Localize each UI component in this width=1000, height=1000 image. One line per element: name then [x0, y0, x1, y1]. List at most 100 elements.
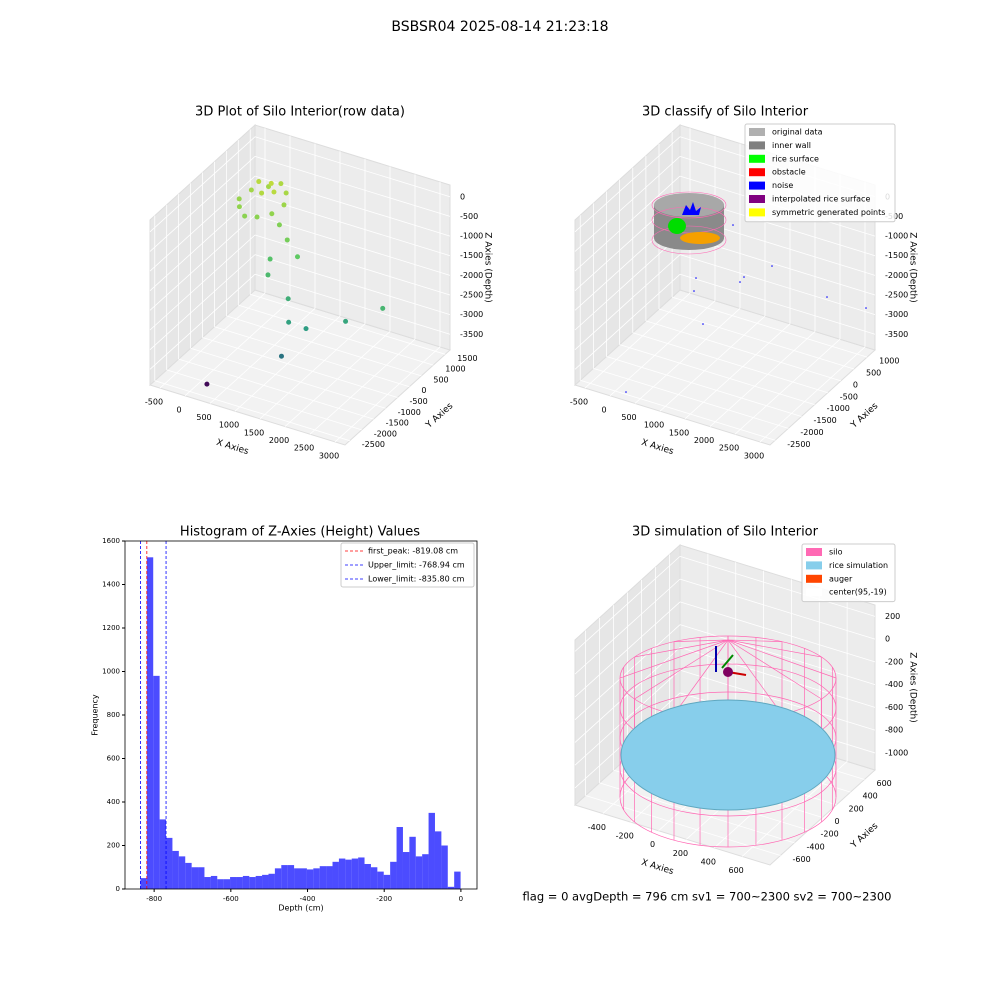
histogram-bar	[287, 865, 295, 889]
y-tick-label: -2000	[800, 428, 823, 437]
z-tick-label: -1500	[460, 251, 483, 260]
y-tick-label: -600	[793, 855, 811, 864]
x-tick-label: 1000	[644, 421, 664, 430]
chart-title: Histogram of Z-Axies (Height) Values	[180, 525, 420, 540]
z-tick-label: -3500	[885, 330, 908, 339]
silo-roof	[634, 639, 729, 658]
grid-line	[606, 191, 802, 417]
y-tick-label: 0	[421, 386, 426, 395]
x-tick-label: 2500	[719, 444, 739, 453]
grid-line	[249, 129, 446, 355]
histogram-bar	[185, 862, 192, 889]
histogram-bar	[313, 868, 320, 889]
histogram-bar	[332, 861, 339, 889]
z-tick-label: -1500	[885, 251, 908, 260]
x-tick-label: -600	[223, 895, 239, 903]
data-point	[259, 190, 265, 196]
silo-simulation	[619, 635, 837, 848]
grid-line	[574, 669, 876, 766]
y-tick-label: 0	[853, 380, 858, 389]
silo-roof	[727, 639, 783, 715]
x-tick-label: 0	[601, 405, 606, 414]
z-tick-label: -2500	[460, 291, 483, 300]
histogram-bar	[396, 827, 403, 889]
x-tick-label: 500	[196, 413, 211, 422]
x-tick-label: 2500	[294, 444, 314, 453]
data-point	[278, 181, 284, 187]
legend-box	[801, 543, 896, 603]
legend-swatch	[806, 574, 822, 583]
histogram-bar	[153, 675, 160, 889]
grid-line	[178, 194, 374, 420]
data-point	[236, 196, 242, 202]
x-tick-label: 2000	[269, 436, 289, 445]
grid-line	[149, 175, 451, 272]
y-tick-label: 200	[107, 842, 120, 850]
x-tick-label: 200	[673, 849, 688, 858]
data-point	[278, 353, 284, 359]
grid-line	[166, 204, 362, 431]
histogram-bar	[345, 859, 352, 889]
legend-label: symmetric generated points	[772, 208, 885, 217]
histogram-bar	[402, 852, 410, 889]
histogram-bar	[166, 837, 173, 889]
grid-line	[599, 617, 795, 844]
histogram-bar	[358, 857, 365, 889]
y-tick-label: -1000	[827, 404, 850, 413]
x-tick-label: 1500	[669, 428, 689, 437]
histogram-bar	[274, 868, 282, 889]
z-tick-label: -500	[460, 212, 478, 221]
legend-swatch	[749, 195, 765, 203]
grid-line	[592, 203, 789, 429]
x-tick-label: -400	[300, 895, 316, 903]
grid-line	[214, 161, 410, 388]
y-tick-label: -1500	[814, 416, 837, 425]
y-tick-label: 1000	[102, 668, 120, 676]
legend-label: center(95,-19)	[829, 588, 887, 597]
grid-line	[585, 630, 781, 856]
data-point	[204, 381, 210, 387]
grid-line	[149, 254, 451, 350]
y-tick-label: -400	[807, 842, 825, 851]
grid-line	[619, 179, 815, 406]
legend-swatch	[749, 208, 765, 217]
histogram-bar	[351, 858, 359, 889]
histogram-bar	[204, 877, 211, 889]
y-tick-label: 400	[863, 792, 878, 801]
x-axis-label: Depth (cm)	[278, 904, 323, 913]
histogram-bar	[338, 858, 346, 889]
y-tick-label: -2500	[787, 440, 810, 449]
histogram-bar	[230, 877, 237, 889]
grid-line	[149, 273, 451, 370]
histogram-bar	[268, 873, 275, 889]
silo-roof	[619, 639, 729, 679]
data-point	[281, 202, 287, 208]
z-tick-label: -1000	[460, 232, 483, 241]
histogram-bar	[217, 879, 224, 889]
histogram-bar	[281, 865, 288, 889]
legend-swatch	[806, 588, 822, 597]
data-point	[283, 190, 289, 196]
z-tick-label: 200	[885, 612, 900, 621]
x-tick-label: 3000	[744, 451, 764, 460]
silo-roof	[727, 639, 822, 658]
grid-line	[645, 155, 841, 382]
histogram-bar	[300, 868, 307, 889]
grid-line	[149, 136, 451, 233]
data-point	[265, 272, 271, 278]
histogram-bar	[140, 878, 147, 889]
classified-silo	[625, 191, 867, 393]
histogram-bar	[415, 856, 423, 889]
x-tick-label: 2000	[694, 436, 714, 445]
z-tick-label: -1000	[885, 748, 908, 757]
histogram-bar	[428, 812, 435, 889]
grid-line	[574, 555, 876, 652]
histogram-bar	[159, 819, 167, 889]
grid-line	[225, 150, 422, 377]
figure-title: BSBSR04 2025-08-14 21:23:18	[391, 19, 608, 35]
data-point	[269, 211, 275, 217]
z-tick-label: 0	[885, 635, 890, 644]
data-point	[295, 254, 300, 260]
legend-label: auger	[829, 574, 853, 583]
